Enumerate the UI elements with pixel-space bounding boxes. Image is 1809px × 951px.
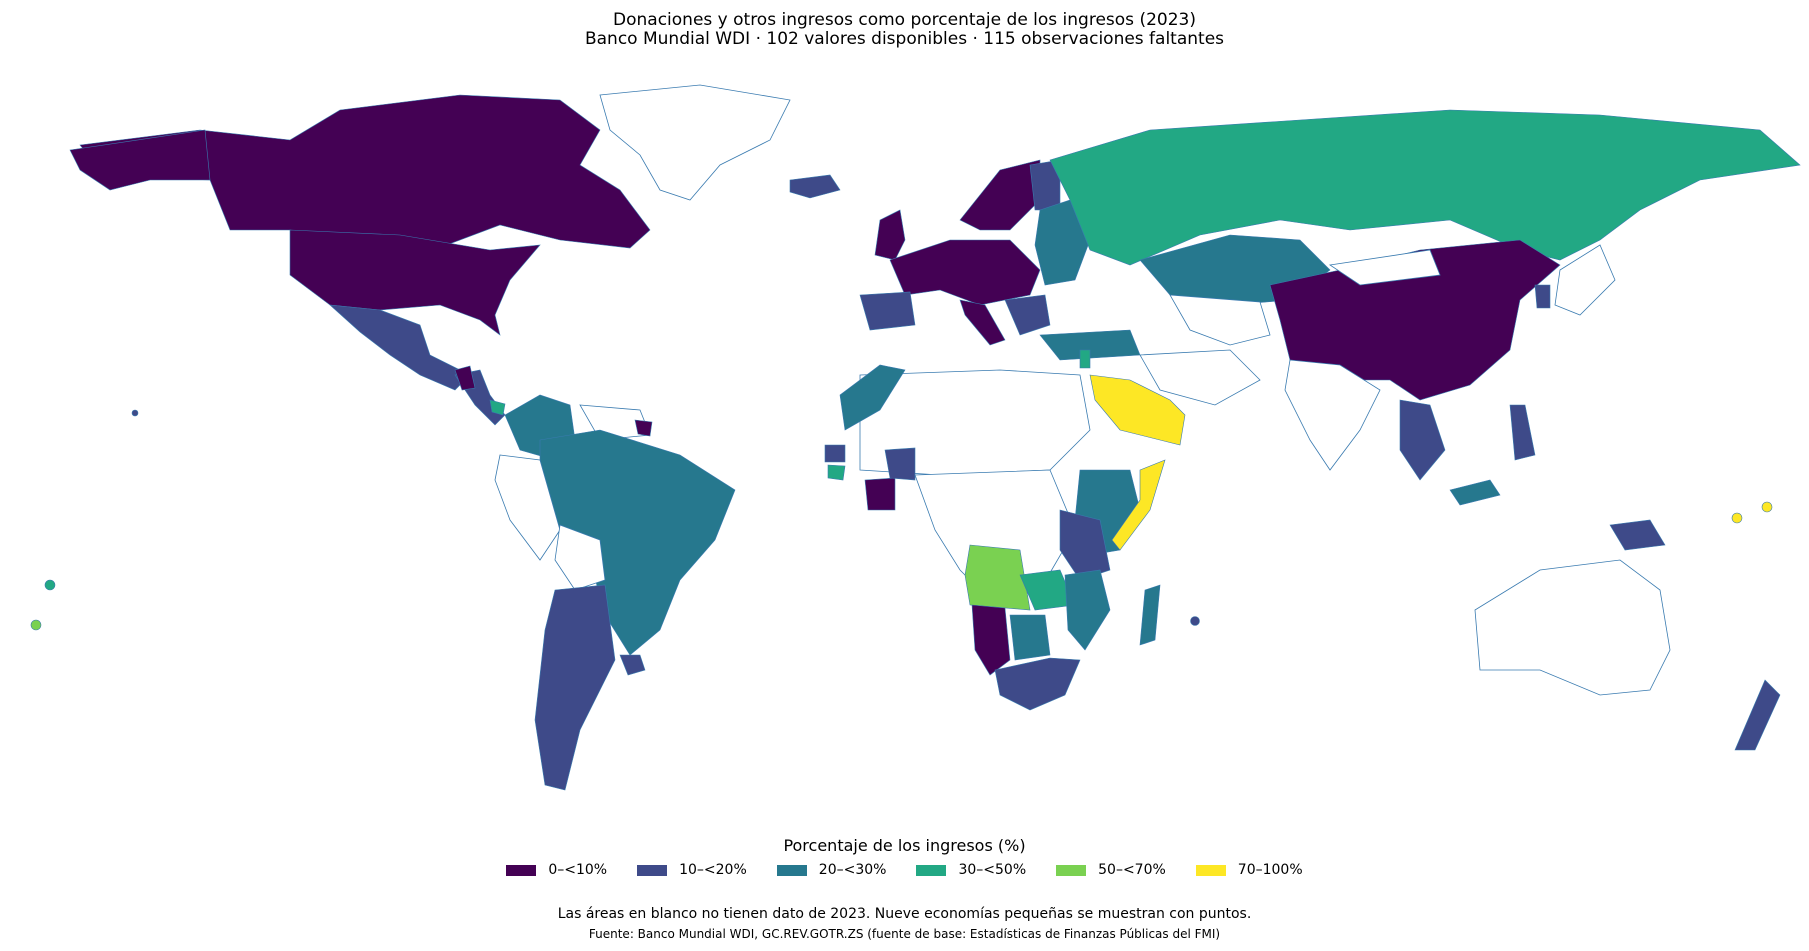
legend-swatch <box>1195 864 1226 876</box>
region-south-africa <box>994 657 1081 711</box>
region-papua-new-guinea <box>1609 519 1666 551</box>
legend-title: Porcentaje de los ingresos (%) <box>783 836 1026 855</box>
region-india <box>1284 359 1381 471</box>
region-somalia <box>1111 459 1166 551</box>
region-alaska <box>69 129 211 191</box>
region-madagascar <box>1139 584 1161 646</box>
dot-caribbean <box>131 409 139 417</box>
legend-label: 20–<30% <box>818 862 887 878</box>
legend-label: 50–<70% <box>1098 862 1166 878</box>
region-uruguay <box>619 654 646 676</box>
region-greenland <box>599 84 791 201</box>
region-philippines <box>1509 404 1536 461</box>
legend-label: 30–<50% <box>958 862 1027 878</box>
map-subtitle: Banco Mundial WDI · 102 valores disponib… <box>584 29 1225 49</box>
region-iceland <box>789 174 841 199</box>
region-uk <box>874 209 906 261</box>
region-angola <box>964 544 1031 611</box>
legend-swatch <box>916 864 947 876</box>
region-western-europe <box>889 239 1041 306</box>
region-namibia <box>971 604 1011 676</box>
region-australia <box>1474 559 1671 696</box>
dot-hawaii-area-1 <box>44 579 56 591</box>
dot-hawaii-area-2 <box>30 619 42 631</box>
legend: 0–<10% 10–<20% 20–<30% 30–<50% 50–<70% 7… <box>0 862 1809 878</box>
region-guinea <box>827 464 846 481</box>
region-mexico <box>329 304 471 391</box>
region-cote-divoire <box>864 477 896 511</box>
region-new-zealand <box>1734 679 1781 751</box>
region-japan <box>1554 244 1616 316</box>
region-north-africa <box>859 369 1091 476</box>
region-balkans <box>1004 294 1051 336</box>
legend-label: 10–<20% <box>679 862 747 878</box>
legend-label: 0–<10% <box>548 862 608 878</box>
region-mozambique <box>1064 569 1111 651</box>
region-morocco <box>839 364 906 431</box>
legend-item: 30–<50% <box>916 862 1026 878</box>
map-note: Las áreas en blanco no tienen dato de 20… <box>557 906 1252 922</box>
map-title: Donaciones y otros ingresos como porcent… <box>613 10 1196 30</box>
region-central-asia <box>1169 294 1271 346</box>
region-argentina <box>534 584 616 791</box>
region-peru <box>494 454 561 561</box>
region-southeast-asia <box>1399 399 1446 481</box>
region-burkina-ghana <box>884 447 916 481</box>
legend-item: 10–<20% <box>637 862 747 878</box>
legend-item: 70–100% <box>1195 862 1303 878</box>
region-iran <box>1139 349 1261 406</box>
region-scandinavia <box>959 159 1041 231</box>
region-korea <box>1534 284 1551 309</box>
region-botswana <box>1009 614 1051 661</box>
dot-pacific-1 <box>1731 512 1743 524</box>
region-french-guiana <box>634 419 653 437</box>
legend-swatch <box>637 864 668 876</box>
region-jordan <box>1079 349 1091 369</box>
legend-item: 20–<30% <box>776 862 887 878</box>
region-saudi-arabia <box>1089 374 1186 446</box>
region-costa-rica <box>489 399 506 416</box>
region-iberia <box>859 291 916 331</box>
region-canada <box>79 94 651 256</box>
region-malaysia <box>1449 479 1501 506</box>
legend-swatch <box>1056 864 1087 876</box>
region-bolivia <box>554 524 606 591</box>
dot-pacific-2 <box>1761 501 1773 513</box>
legend-swatch <box>506 864 537 876</box>
legend-item: 0–<10% <box>506 862 607 878</box>
map-source: Fuente: Banco Mundial WDI, GC.REV.GOTR.Z… <box>588 927 1221 941</box>
region-guatemala <box>454 365 476 391</box>
region-mongolia <box>1328 249 1441 286</box>
dot-mauritius <box>1190 616 1200 626</box>
region-senegal <box>824 444 846 463</box>
legend-label: 70–100% <box>1237 862 1303 878</box>
world-choropleth-map <box>30 84 1801 791</box>
region-russia <box>1049 109 1801 266</box>
legend-item: 50–<70% <box>1056 862 1166 878</box>
region-usa <box>289 229 541 336</box>
region-italy <box>959 299 1006 346</box>
legend-swatch <box>776 864 807 876</box>
